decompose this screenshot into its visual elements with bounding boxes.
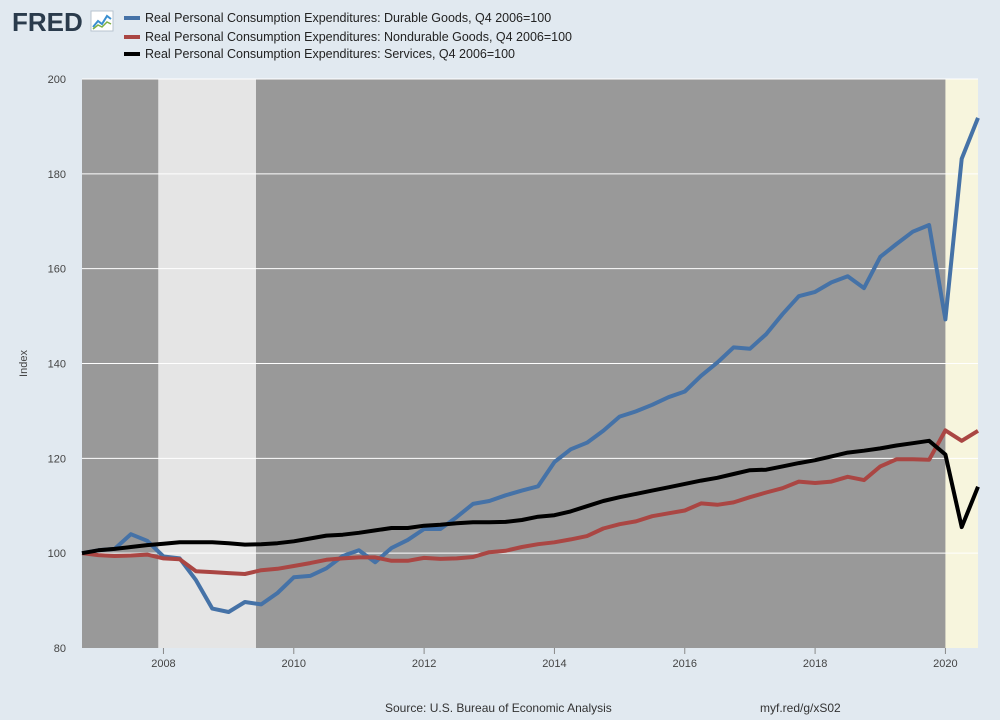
- y-tick-label-180: 180: [48, 169, 66, 181]
- short-link[interactable]: myf.red/g/xS02: [760, 701, 841, 715]
- fred-logo[interactable]: FRED: [12, 7, 114, 37]
- y-tick-label-160: 160: [48, 264, 66, 276]
- legend-label-services: Real Personal Consumption Expenditures: …: [145, 47, 515, 61]
- series-lines: [81, 117, 980, 614]
- y-tick-label-120: 120: [48, 453, 66, 465]
- line-chart-icon: [90, 10, 114, 32]
- y-tick-label-200: 200: [48, 74, 66, 86]
- legend-label-nondurable-goods: Real Personal Consumption Expenditures: …: [145, 30, 572, 44]
- legend-label-durable-goods: Real Personal Consumption Expenditures: …: [145, 11, 551, 25]
- series-line-services: [81, 438, 980, 556]
- series-line-nondurable-goods: [81, 428, 980, 576]
- legend-swatch-nondurable-goods: [124, 35, 140, 39]
- legend-item-nondurable-goods[interactable]: Real Personal Consumption Expenditures: …: [124, 30, 572, 44]
- fred-logo-text: FRED: [12, 7, 83, 37]
- y-axis-ticks: 80 100 120 140 160 180 200: [48, 74, 66, 655]
- x-tick-label-2012: 2012: [412, 658, 436, 670]
- source-text: Source: U.S. Bureau of Economic Analysis: [385, 701, 612, 715]
- x-tick-label-2016: 2016: [673, 658, 697, 670]
- x-tick-label-2018: 2018: [803, 658, 827, 670]
- x-tick-label-2014: 2014: [542, 658, 566, 670]
- series-line-durable-goods: [81, 117, 980, 614]
- x-axis-ticks: 2008 2010 2012 2014 2016 2018 2020: [151, 648, 958, 670]
- legend-swatch-durable-goods: [124, 16, 140, 20]
- y-axis-title: Index: [18, 350, 30, 377]
- legend-item-durable-goods[interactable]: Real Personal Consumption Expenditures: …: [124, 11, 551, 25]
- legend: Real Personal Consumption Expenditures: …: [124, 11, 572, 61]
- y-tick-label-140: 140: [48, 359, 66, 371]
- y-tick-label-100: 100: [48, 548, 66, 560]
- x-tick-label-2010: 2010: [282, 658, 306, 670]
- x-tick-label-2008: 2008: [151, 658, 175, 670]
- y-tick-label-80: 80: [54, 643, 66, 655]
- legend-item-services[interactable]: Real Personal Consumption Expenditures: …: [124, 47, 515, 61]
- x-tick-label-2020: 2020: [933, 658, 957, 670]
- legend-swatch-services: [124, 52, 140, 56]
